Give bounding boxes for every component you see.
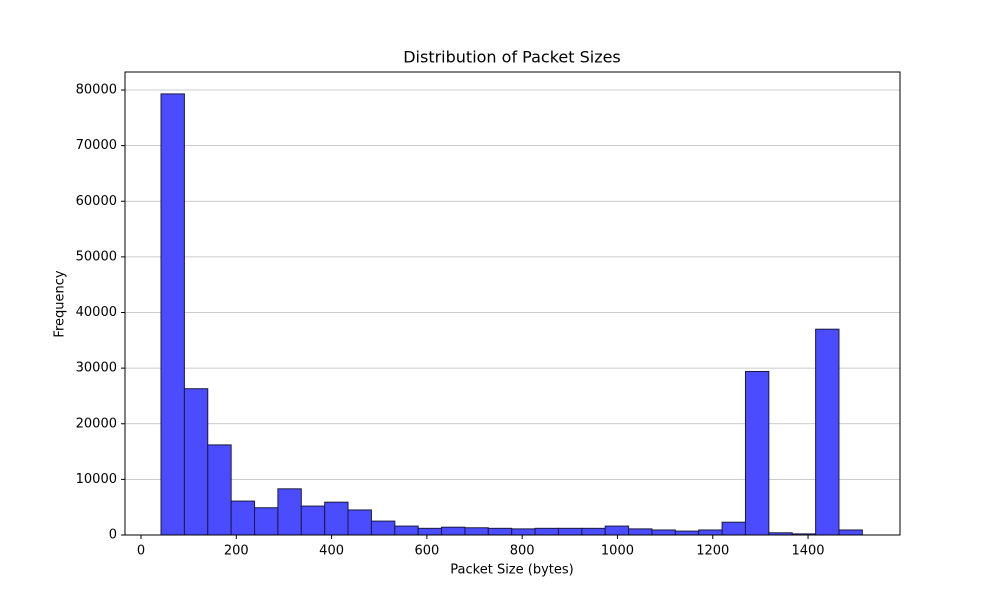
x-axis-label: Packet Size (bytes) <box>450 563 573 578</box>
bar <box>254 507 279 536</box>
bar <box>744 370 770 536</box>
x-tick-label: 1400 <box>791 544 824 559</box>
chart-title: Distribution of Packet Sizes <box>403 48 621 67</box>
bar <box>370 520 396 536</box>
bar <box>651 529 676 536</box>
bar <box>160 93 185 536</box>
bar <box>464 527 489 536</box>
bar <box>417 527 443 536</box>
plot-frame <box>124 71 901 536</box>
y-axis-label: Frequency <box>53 270 68 337</box>
bar <box>347 509 372 536</box>
bar <box>277 488 302 536</box>
bar <box>207 444 232 536</box>
bar <box>230 500 256 536</box>
x-tick-label: 0 <box>137 544 145 559</box>
x-tick-label: 800 <box>510 544 535 559</box>
bar <box>721 521 746 536</box>
bar <box>698 529 723 536</box>
y-tick-label: 40000 <box>76 305 117 320</box>
bar <box>674 530 700 536</box>
bar <box>815 328 840 536</box>
x-tick-label: 400 <box>319 544 344 559</box>
bar <box>300 505 326 536</box>
x-tick-label: 1000 <box>601 544 634 559</box>
y-tick-label: 70000 <box>76 138 117 153</box>
x-tick-label: 600 <box>414 544 439 559</box>
bar <box>581 527 606 536</box>
bar <box>487 527 513 536</box>
bar <box>324 501 349 536</box>
bar <box>838 529 863 536</box>
bar <box>557 527 583 536</box>
y-tick-label: 80000 <box>76 83 117 98</box>
y-tick-label: 10000 <box>76 472 117 487</box>
x-tick-label: 200 <box>224 544 249 559</box>
bar <box>534 527 559 536</box>
bar <box>511 528 536 536</box>
y-tick-label: 0 <box>109 528 117 543</box>
bar <box>628 528 653 536</box>
bar <box>183 388 209 536</box>
x-tick-label: 1200 <box>696 544 729 559</box>
bar <box>441 526 466 536</box>
bar <box>394 525 419 536</box>
y-tick-label: 50000 <box>76 249 117 264</box>
y-tick-label: 60000 <box>76 194 117 209</box>
y-tick-label: 30000 <box>76 361 117 376</box>
bar <box>604 525 630 536</box>
y-tick-label: 20000 <box>76 416 117 431</box>
